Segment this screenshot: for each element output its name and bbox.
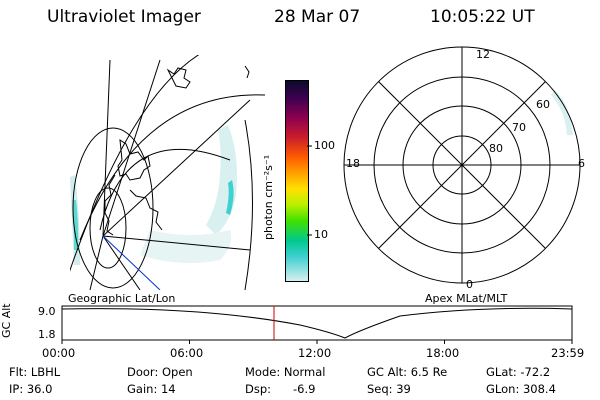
meridian-line (102, 235, 251, 251)
mlt-label-0: 0 (466, 278, 473, 291)
altitude-plot-frame (61, 305, 573, 341)
filter-info: Flt: LBHL (9, 365, 61, 379)
aurora-emission-polar (551, 90, 573, 135)
terminator-line (102, 235, 161, 290)
latitude-line (79, 94, 265, 241)
colorbar-tick-100: 100 (314, 139, 335, 152)
time-label: 10:05:22 UT (430, 7, 535, 27)
altitude-ytick-max: 9.0 (38, 305, 56, 318)
coastline (244, 65, 250, 79)
coastline (129, 189, 163, 231)
altitude-curve (61, 307, 573, 339)
gc-alt-info: GC Alt: 6.5 Re (367, 365, 448, 379)
meridian-line (102, 59, 161, 237)
dsp-label: Dsp: (245, 382, 272, 396)
meridian-line (102, 235, 141, 290)
dsp-value: -6.9 (293, 382, 316, 396)
coastline (117, 138, 151, 181)
instrument-title: Ultraviolet Imager (47, 7, 201, 27)
mlt-label-6: 6 (578, 157, 585, 170)
latitude-line (70, 55, 200, 272)
seq-info: Seq: 39 (367, 382, 411, 396)
mlat-label-60: 60 (536, 98, 550, 111)
door-info: Door: Open (127, 365, 193, 379)
geo-panel-label: Geographic Lat/Lon (68, 292, 176, 305)
ip-info: IP: 36.0 (9, 382, 53, 396)
date-label: 28 Mar 07 (274, 7, 361, 27)
altitude-xtick-1800: 18:00 (426, 346, 460, 360)
colorbar (285, 80, 309, 282)
altitude-xtick-0600: 06:00 (170, 346, 204, 360)
coastline (104, 174, 116, 236)
latitude-line (99, 148, 231, 231)
mode-info: Mode: Normal (245, 365, 326, 379)
aurora-emission-geo (70, 125, 237, 265)
gain-info: Gain: 14 (127, 382, 176, 396)
latitude-line (244, 119, 253, 291)
latitude-circle (89, 187, 127, 269)
mlat-label-80: 80 (489, 142, 503, 155)
latitude-circle (72, 127, 154, 289)
glon-info: GLon: 308.4 (486, 382, 556, 396)
mlt-label-12: 12 (476, 48, 490, 61)
meridian-line (102, 59, 111, 237)
meridian-line (89, 235, 104, 290)
mlt-diagonal (378, 81, 546, 249)
altitude-ytick-min: 1.8 (38, 328, 56, 341)
mlt-label-18: 18 (346, 157, 360, 170)
meridian-line (102, 99, 251, 237)
polar-panel-label: Apex MLat/MLT (425, 292, 508, 305)
glat-info: GLat: -72.2 (486, 365, 551, 379)
mlat-label-70: 70 (512, 121, 526, 134)
altitude-xtick-0000: 00:00 (42, 346, 76, 360)
colorbar-tick-10: 10 (314, 228, 328, 241)
altitude-xtick-1200: 12:00 (298, 346, 332, 360)
coastline (166, 67, 191, 89)
altitude-xtick-2359: 23:59 (551, 346, 585, 360)
